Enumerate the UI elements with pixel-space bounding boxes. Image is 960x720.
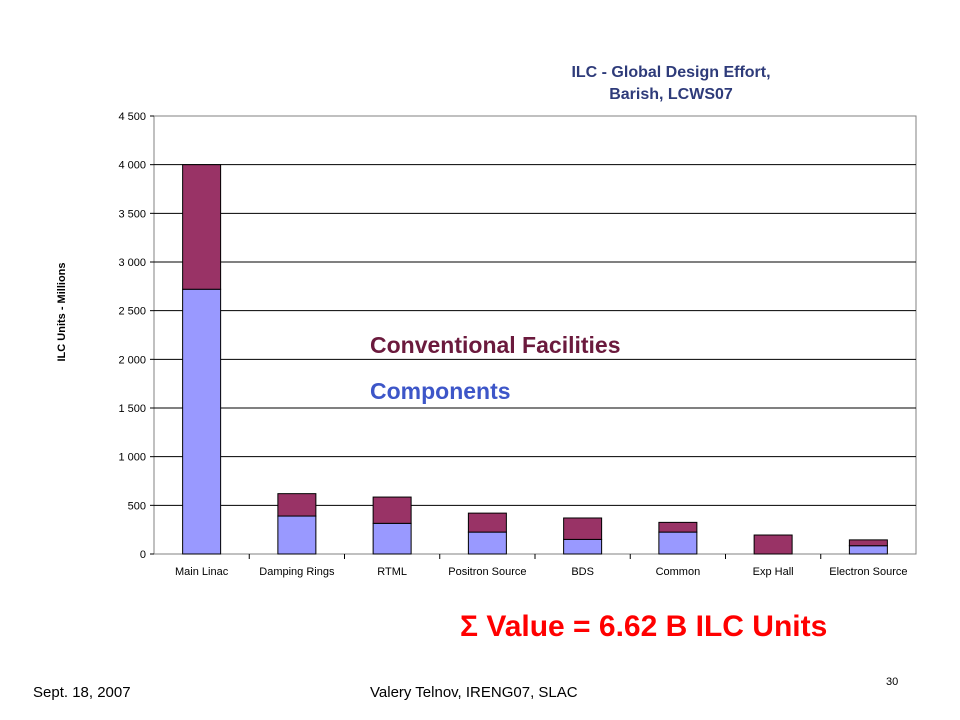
bar-segment (563, 517, 603, 540)
y-axis-label: ILC Units - Millions (56, 263, 68, 362)
y-tick-label: 0 (140, 549, 146, 561)
bar-segment (467, 512, 507, 533)
gridlines (150, 115, 916, 559)
y-tick-label: 1 000 (118, 452, 146, 464)
chart-title-line-1: ILC - Global Design Effort, (571, 64, 770, 81)
bar-segment (277, 493, 317, 517)
page-number: 30 (886, 676, 899, 688)
annotation-conventional-facilities: Conventional Facilities (370, 332, 621, 358)
bar-segment (658, 531, 698, 555)
bar-segment (372, 522, 412, 555)
bar-segment (467, 531, 507, 555)
y-tick-label: 3 000 (118, 257, 146, 269)
x-tick-label: Exp Hall (753, 566, 794, 578)
bar-segment (182, 164, 222, 290)
chart-title-line-2: Barish, LCWS07 (609, 86, 733, 103)
y-tick-label: 2 000 (118, 354, 146, 366)
y-tick-labels: 0 500 1 000 1 500 2 000 2 500 3 000 3 500 4 000 4… (118, 111, 146, 561)
y-tick-label: 4 500 (118, 111, 146, 123)
x-tick-label: Common (656, 566, 701, 578)
y-tick-label: 1 500 (118, 403, 146, 415)
x-tick-label: Main Linac (175, 566, 229, 578)
bar-segment (848, 539, 888, 547)
y-tick-label: 500 (128, 500, 146, 512)
footer-date: Sept. 18, 2007 (33, 684, 131, 701)
y-tick-label: 2 500 (118, 306, 146, 318)
bar-segment (658, 521, 698, 533)
x-tick-label: RTML (377, 566, 407, 578)
bar-segment (372, 496, 412, 524)
y-tick-label: 4 000 (118, 160, 146, 172)
bar-segment (277, 515, 317, 555)
y-tick-label: 3 500 (118, 208, 146, 220)
x-tick-label: Positron Source (448, 566, 526, 578)
x-tick-label: Electron Source (829, 566, 907, 578)
footer-author: Valery Telnov, IRENG07, SLAC (370, 684, 578, 701)
x-tick-label: Damping Rings (259, 566, 335, 578)
x-tick-label: BDS (571, 566, 594, 578)
x-tick-labels: Main Linac Damping Rings RTML Positron Sour… (175, 566, 907, 578)
total-value-text: Σ Value = 6.62 B ILC Units (460, 610, 828, 643)
bar-segment (563, 538, 603, 555)
bar-segment (182, 288, 222, 555)
bar-segment (753, 534, 793, 555)
bar-segment (848, 545, 888, 555)
annotation-components: Components (370, 378, 511, 404)
bars (182, 164, 888, 555)
